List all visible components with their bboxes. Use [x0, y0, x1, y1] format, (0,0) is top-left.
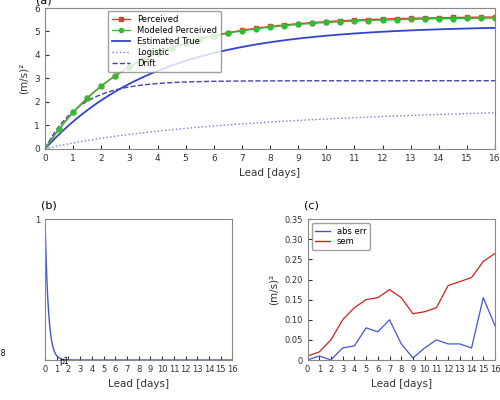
Text: (a): (a) [36, 0, 52, 5]
X-axis label: Lead [days]: Lead [days] [240, 168, 300, 178]
X-axis label: Lead [days]: Lead [days] [108, 380, 170, 390]
Legend: abs err, sem: abs err, sem [312, 223, 370, 250]
Text: p1: p1 [60, 357, 69, 366]
Legend: Perceived, Modeled Perceived, Estimated True, Logistic, Drift: Perceived, Modeled Perceived, Estimated … [108, 11, 221, 72]
Y-axis label: (m/s)²: (m/s)² [19, 63, 29, 94]
X-axis label: Lead [days]: Lead [days] [370, 380, 432, 390]
Y-axis label: (m/s)²: (m/s)² [268, 274, 278, 305]
Text: 0.0428: 0.0428 [0, 350, 6, 358]
Text: (b): (b) [41, 201, 57, 211]
Text: (c): (c) [304, 201, 318, 211]
